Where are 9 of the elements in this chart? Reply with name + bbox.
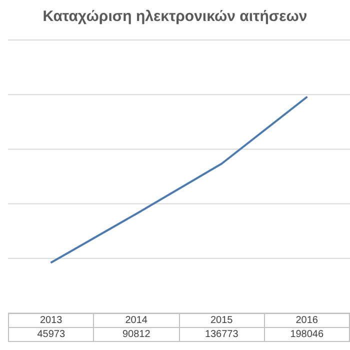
x-tick-label: 2016 bbox=[264, 314, 350, 328]
chart-title: Καταχώριση ηλεκτρονικών αιτήσεων bbox=[42, 8, 308, 25]
data-label: 198046 bbox=[264, 328, 350, 342]
x-tick-label: 2015 bbox=[179, 314, 264, 328]
x-tick-label: 2014 bbox=[94, 314, 179, 328]
data-label: 136773 bbox=[179, 328, 264, 342]
data-label: 90812 bbox=[94, 328, 179, 342]
x-tick-label: 2013 bbox=[8, 314, 94, 328]
data-label: 45973 bbox=[8, 328, 94, 342]
